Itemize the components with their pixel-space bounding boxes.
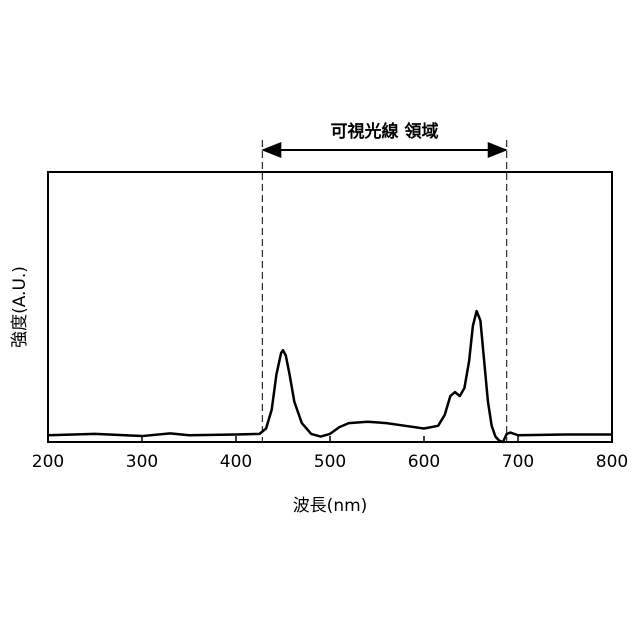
y-axis-label: 強度(A.U.) — [10, 266, 30, 348]
x-tick-label: 800 — [596, 452, 628, 472]
region-label: 可視光線 領域 — [331, 121, 439, 142]
plot-frame — [48, 172, 612, 442]
x-tick-label: 600 — [408, 452, 440, 472]
x-axis-label: 波長(nm) — [293, 496, 368, 516]
chart: 波長(nm) 強度(A.U.) 200 300 400 500 600 700 800 可視光… — [0, 0, 640, 640]
x-tick-label: 500 — [314, 452, 346, 472]
spectrum-line — [48, 311, 612, 442]
x-tick-label: 700 — [502, 452, 534, 472]
x-tick-label: 200 — [32, 452, 64, 472]
x-tick-label: 300 — [126, 452, 158, 472]
x-tick-label: 400 — [220, 452, 252, 472]
